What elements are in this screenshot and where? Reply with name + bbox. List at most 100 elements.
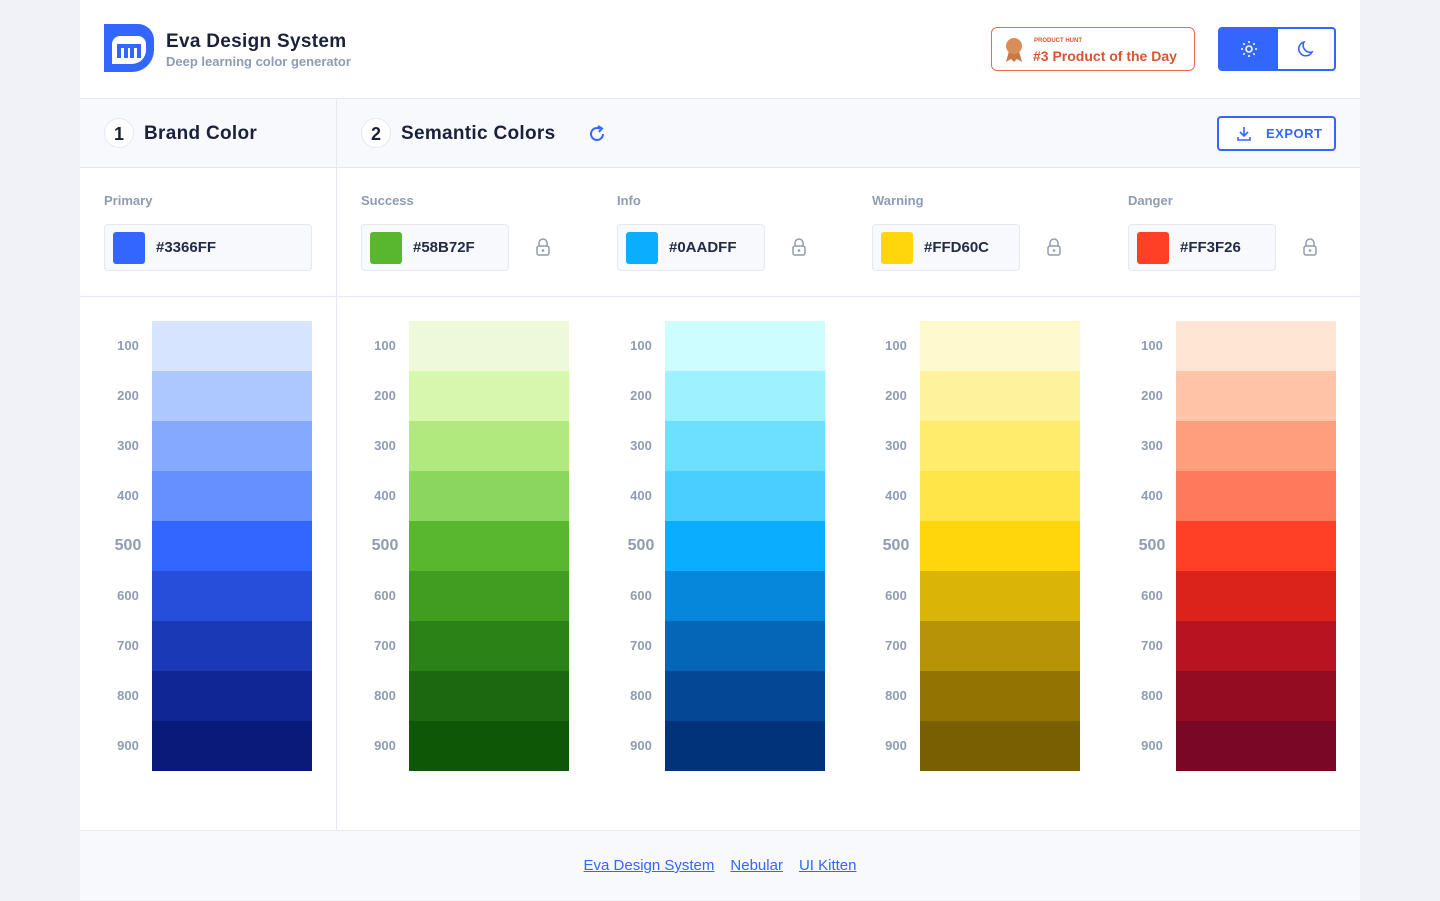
color-swatch xyxy=(626,232,658,264)
shade-label: 200 xyxy=(117,388,139,403)
shade-label: 200 xyxy=(630,388,652,403)
lock-shackle xyxy=(1049,238,1059,246)
lock-keyhole xyxy=(1308,249,1312,252)
color-input[interactable]: #0AADFF xyxy=(617,224,765,271)
color-swatch xyxy=(370,232,402,264)
app-subtitle: Deep learning color generator xyxy=(166,54,351,69)
footer-link[interactable]: Nebular xyxy=(730,857,783,874)
shade-swatch xyxy=(920,471,1080,521)
shade-swatch xyxy=(152,721,312,771)
footer-link[interactable]: Eva Design System xyxy=(583,857,715,874)
shade-label: 700 xyxy=(117,638,139,653)
shade-swatch xyxy=(920,571,1080,621)
shade-label: 500 xyxy=(371,537,399,554)
hex-value: #3366FF xyxy=(156,239,217,256)
shade-label: 200 xyxy=(885,388,907,403)
shade-label: 600 xyxy=(630,588,652,603)
step-number: 1 xyxy=(104,118,134,148)
section-title: Brand Color xyxy=(144,123,258,144)
hex-value: #FF3F26 xyxy=(1180,239,1241,256)
lock-keyhole xyxy=(797,249,801,252)
shade-swatch xyxy=(920,371,1080,421)
refresh-button[interactable] xyxy=(587,124,607,144)
palette-name: Danger xyxy=(1128,193,1173,208)
shade-label: 700 xyxy=(1141,638,1163,653)
logo[interactable] xyxy=(104,24,154,72)
refresh-arc xyxy=(590,127,604,141)
shade-swatch xyxy=(1176,421,1336,471)
shade-swatch xyxy=(409,621,569,671)
shade-label: 600 xyxy=(117,588,139,603)
shade-label: 800 xyxy=(885,688,907,703)
shade-label: 400 xyxy=(885,488,907,503)
color-input[interactable]: #3366FF xyxy=(104,224,312,271)
shade-swatch xyxy=(152,471,312,521)
color-swatch xyxy=(1137,232,1169,264)
shade-swatch xyxy=(1176,371,1336,421)
shade-swatch xyxy=(152,621,312,671)
hex-value: #FFD60C xyxy=(924,239,990,256)
dark-theme-button[interactable] xyxy=(1278,29,1334,69)
lock-button[interactable] xyxy=(791,238,807,256)
shade-label: 900 xyxy=(630,738,652,753)
shade-label: 900 xyxy=(117,738,139,753)
app-title: Eva Design System xyxy=(166,31,347,52)
shade-label: 400 xyxy=(374,488,396,503)
color-input[interactable]: #FFD60C xyxy=(872,224,1020,271)
lock-shackle xyxy=(794,238,804,246)
shade-swatch xyxy=(1176,671,1336,721)
shade-label: 800 xyxy=(374,688,396,703)
step-number: 2 xyxy=(361,118,391,148)
shade-label: 400 xyxy=(117,488,139,503)
shade-swatch xyxy=(152,371,312,421)
lock-button[interactable] xyxy=(1046,238,1062,256)
shade-label: 900 xyxy=(374,738,396,753)
refresh-arrow xyxy=(597,125,604,133)
shade-label: 100 xyxy=(117,338,139,353)
shade-swatch xyxy=(665,721,825,771)
app: Eva Design System Deep learning color ge… xyxy=(80,0,1360,900)
shade-swatch xyxy=(920,421,1080,471)
moon-icon xyxy=(1298,40,1314,57)
product-hunt-badge[interactable]: PRODUCT HUNT #3 Product of the Day xyxy=(991,27,1195,71)
medal-ribbon xyxy=(1006,51,1022,62)
theme-toggle xyxy=(1218,27,1336,71)
shade-swatch xyxy=(409,721,569,771)
lock-body xyxy=(1303,245,1317,256)
shade-label: 100 xyxy=(374,338,396,353)
sun-icon xyxy=(1241,41,1257,57)
shade-swatch xyxy=(409,671,569,721)
color-input[interactable]: #58B72F xyxy=(361,224,509,271)
lock-shackle xyxy=(1305,238,1315,246)
shade-label: 600 xyxy=(1141,588,1163,603)
logo-mark xyxy=(117,44,141,58)
badge-text: #3 Product of the Day xyxy=(1033,48,1177,64)
footer-link[interactable]: UI Kitten xyxy=(798,857,857,874)
medal-icon xyxy=(1006,38,1022,62)
export-button[interactable]: EXPORT xyxy=(1217,116,1336,151)
lock-button[interactable] xyxy=(1302,238,1318,256)
shade-label: 500 xyxy=(882,537,910,554)
shade-swatch xyxy=(920,671,1080,721)
lock-keyhole xyxy=(541,249,545,252)
lock-button[interactable] xyxy=(535,238,551,256)
sun-core xyxy=(1245,45,1253,53)
light-theme-button[interactable] xyxy=(1220,29,1278,69)
shade-label: 700 xyxy=(885,638,907,653)
shade-swatch xyxy=(920,521,1080,571)
palette-name: Info xyxy=(617,193,641,208)
color-input[interactable]: #FF3F26 xyxy=(1128,224,1276,271)
section-header: 1 Brand Color 2 Semantic Colors EXPORT xyxy=(80,99,1360,168)
shade-label: 300 xyxy=(885,438,907,453)
palette-name: Primary xyxy=(104,193,153,208)
shade-swatch xyxy=(1176,321,1336,371)
shade-label: 600 xyxy=(885,588,907,603)
shade-swatch xyxy=(665,471,825,521)
shade-label: 400 xyxy=(630,488,652,503)
color-swatch xyxy=(113,232,145,264)
moon-shape xyxy=(1298,40,1314,57)
shade-swatch xyxy=(1176,471,1336,521)
shade-label: 100 xyxy=(630,338,652,353)
shade-swatch xyxy=(1176,571,1336,621)
